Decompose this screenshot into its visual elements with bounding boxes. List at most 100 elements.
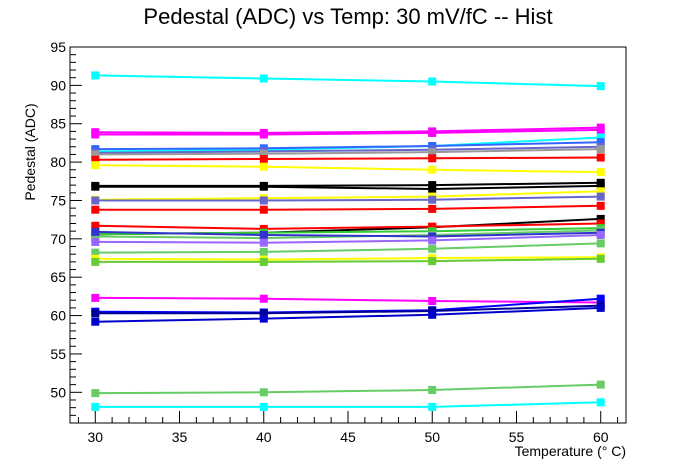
series-line [95,128,601,136]
data-point [259,149,268,158]
data-point [596,201,605,210]
data-point [91,130,100,139]
x-tick-label: 40 [256,429,272,445]
data-point [596,153,605,162]
x-tick-label: 60 [593,429,609,445]
data-point [91,309,100,318]
series-line [95,184,601,191]
data-point [259,388,268,397]
data-point [91,317,100,326]
data-point [428,165,437,174]
data-point [91,182,100,191]
data-point [259,182,268,191]
chart-title: Pedestal (ADC) vs Temp: 30 mV/fC -- Hist [143,4,552,29]
data-point [596,380,605,389]
data-point [259,309,268,318]
series-line [95,195,601,202]
data-point [428,236,437,245]
series-line [95,304,601,315]
x-tick-label: 50 [424,429,440,445]
data-point [91,248,100,257]
data-point [596,187,605,196]
data-point [259,74,268,83]
data-point [259,257,268,266]
data-point [91,205,100,214]
series-line [95,204,601,211]
data-point [259,205,268,214]
data-point [428,154,437,163]
y-tick-label: 55 [50,346,66,362]
data-point [428,148,437,157]
data-point [428,195,437,204]
x-tick-label: 55 [509,429,525,445]
data-point [596,192,605,201]
series-28 [91,380,605,398]
data-point [91,196,100,205]
series-line [95,257,601,263]
y-tick-label: 90 [50,77,66,93]
y-tick-label: 70 [50,231,66,247]
series-line [95,256,601,261]
data-point [596,181,605,190]
x-tick-label: 30 [87,429,103,445]
series-line [95,383,601,395]
series-line [95,164,601,174]
series-23 [91,254,605,266]
data-point [91,227,100,236]
series-line [95,74,601,88]
series-line [95,242,601,254]
series-line [95,141,601,151]
series-layer [91,71,605,411]
y-tick-label: 95 [50,39,66,55]
y-axis: 50 55 60 65 70 75 80 85 90 95 [50,39,82,424]
y-tick-label: 50 [50,384,66,400]
data-point [91,293,100,302]
data-point [428,386,437,394]
y-axis-title: Pedestal (ADC) [22,103,38,200]
series-line [95,126,601,134]
data-point [91,71,100,80]
data-point [259,314,268,323]
data-point [596,398,605,407]
series-line [95,156,601,161]
data-point [259,238,268,247]
data-point [91,221,100,230]
series-14 [91,201,605,214]
data-point [428,257,437,266]
series-line [95,306,601,323]
data-point [428,402,437,411]
series-8 [91,153,605,164]
data-point [91,232,100,241]
series-line [95,234,601,244]
data-point [428,204,437,213]
data-point [259,162,268,171]
series-20 [91,231,605,247]
series-line [95,190,601,201]
series-29 [91,398,605,411]
data-point [428,310,437,319]
data-point [259,247,268,256]
series-line [95,148,601,156]
data-point [596,82,605,91]
series-13 [91,192,605,205]
data-point [259,231,268,239]
series-9 [91,161,605,177]
data-point [259,130,268,139]
series-line [95,145,601,154]
data-point [428,77,437,86]
data-point [91,161,100,170]
y-tick-label: 60 [50,308,66,324]
data-point [259,294,268,303]
data-point [596,145,605,154]
data-point [428,244,437,253]
x-axis-title: Temperature (° C) [515,443,626,459]
data-point [91,402,100,411]
y-tick-label: 85 [50,116,66,132]
data-point [259,402,268,411]
data-point [596,125,605,134]
data-point [91,237,100,246]
series-1 [91,71,605,91]
data-point [428,222,437,231]
data-point [596,254,605,263]
data-point [91,150,100,159]
